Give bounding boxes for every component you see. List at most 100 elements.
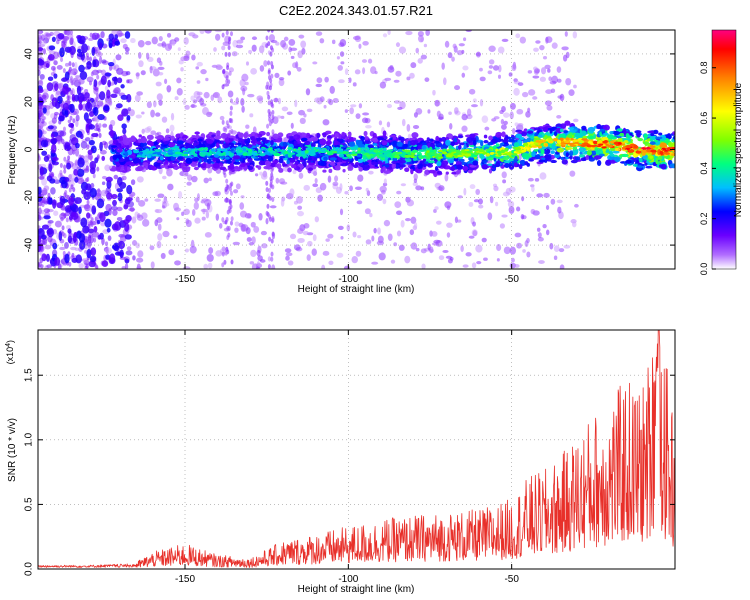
noise-blob [83,204,91,210]
ridge-core-blob [646,146,651,151]
ridge-core-blob [387,153,392,157]
left-blob [113,242,120,252]
ridge-blob [302,132,307,137]
ridge-blob [282,163,288,167]
ridge-core-blob [610,140,615,144]
left-blob [112,199,117,207]
noise-blob [296,66,302,72]
left-blob [86,212,91,219]
ridge-blob [434,140,440,144]
noise-blob [92,231,100,238]
noise-blob [137,250,144,258]
ridge-blob [227,135,236,139]
left-blob [43,215,51,220]
ridge-blob [411,132,419,139]
noise-blob [311,248,317,256]
y-tick-label: 20 [24,96,35,108]
ridge-blob [565,147,573,150]
streak-blob [92,173,96,179]
noise-blob [526,251,531,258]
noise-blob [460,245,464,252]
ridge-blob [228,163,235,170]
noise-blob [154,209,160,213]
noise-blob [373,227,377,234]
noise-blob [334,175,339,182]
noise-blob [283,36,289,42]
noise-blob [535,40,541,44]
noise-blob [101,59,107,64]
streak-blob [221,262,225,268]
streak-blob [59,162,63,168]
noise-blob [500,118,505,125]
ridge-blob [503,160,511,164]
noise-blob [122,43,128,50]
noise-blob [519,36,526,44]
noise-blob [259,259,266,263]
left-blob [64,177,70,182]
streak-blob [98,80,102,86]
ridge-blob [455,170,460,175]
noise-blob [135,72,140,77]
streak-blob [93,237,97,243]
ridge-blob [355,140,363,146]
noise-blob [126,79,130,84]
streak-blob [228,198,232,204]
ridge-blob [410,168,414,175]
ridge-blob [229,148,234,152]
ridge-blob [338,154,345,158]
noise-blob [501,214,508,218]
ridge-blob [582,151,589,155]
noise-blob [256,249,261,257]
left-blob [64,253,70,264]
noise-blob [256,95,264,102]
noise-blob [475,244,483,253]
ridge-core-blob [212,151,216,155]
noise-blob [344,68,349,75]
left-blob [99,212,106,223]
streak-blob [270,73,274,79]
noise-blob [138,51,142,59]
ridge-blob [341,131,346,137]
snr-ticks: -150 -100 -500.00.51.01.5 [24,330,675,585]
noise-blob [297,50,303,59]
noise-blob [350,104,357,108]
ridge-core-blob [258,153,264,156]
ridge-blob [492,145,497,151]
noise-blob [151,36,158,45]
noise-blob [508,205,515,214]
ridge-blob [398,164,406,168]
noise-blob [130,179,136,186]
noise-blob [280,115,285,120]
noise-blob [235,97,239,104]
noise-blob [382,33,388,38]
noise-blob [397,106,403,111]
streak-blob [265,210,269,216]
noise-blob [292,62,298,69]
ridge-blob [458,158,465,162]
noise-blob [222,83,230,87]
snr-y-multiplier-exp: 4 [5,343,12,347]
left-blob [93,226,98,233]
left-blob [65,162,72,170]
ridge-blob [294,160,299,165]
noise-blob [74,61,78,70]
noise-blob [38,214,42,222]
ridge-blob [319,138,327,145]
noise-blob [59,246,66,251]
ridge-blob [396,141,403,147]
noise-blob [164,43,172,51]
streak-blob [68,187,72,193]
noise-blob [137,39,145,48]
ridge-blob [556,147,565,153]
ridge-core-blob [596,141,603,145]
noise-blob [509,246,517,255]
noise-blob [358,43,362,49]
noise-blob [454,85,461,91]
noise-blob [463,37,467,42]
noise-blob [168,249,175,256]
noise-blob [551,42,558,49]
noise-blob [497,74,502,79]
noise-blob [536,193,544,198]
noise-blob [234,227,239,233]
ridge-blob [124,156,130,163]
